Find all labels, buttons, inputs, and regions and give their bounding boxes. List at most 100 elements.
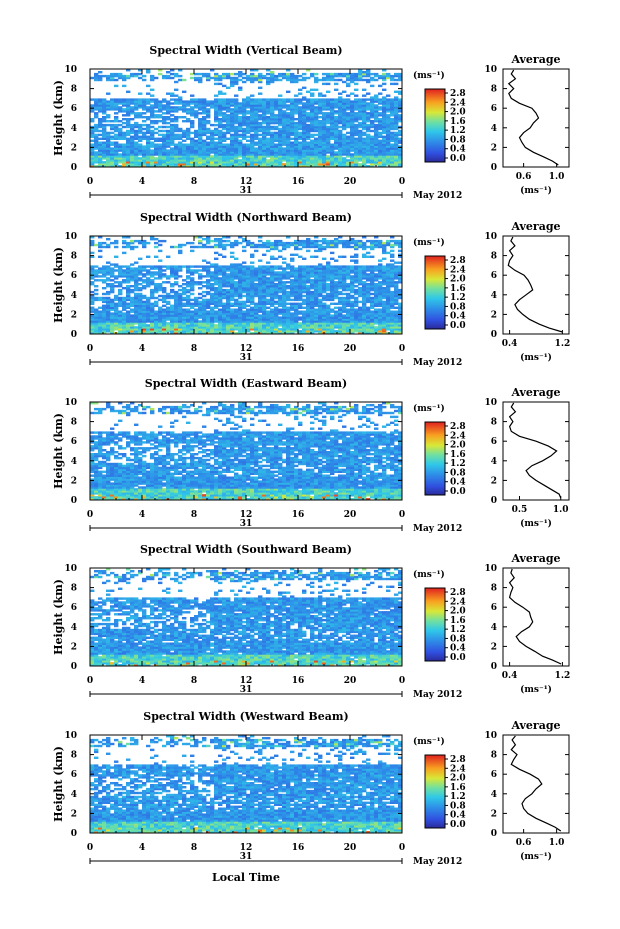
profile-x-tick-label: 0.4: [502, 339, 518, 349]
colorbar-tick-label: 2.0: [450, 275, 466, 285]
colorbar-tick-label: 2.0: [450, 441, 466, 451]
panel-title: Spectral Width (Southward Beam): [140, 543, 352, 556]
colorbar-tick-label: 2.8: [450, 755, 466, 765]
profile-y-tick-label: 0: [491, 496, 497, 506]
colorbar-tick-label: 2.8: [450, 422, 466, 432]
panel-3: Spectral Width (Eastward Beam) 0 2 4 6 8 10 Hei…: [52, 377, 570, 534]
x-tick-label: 20: [344, 676, 357, 686]
panel-5: Spectral Width (Westward Beam) 0 2 4 6 8 10 Hei…: [52, 710, 570, 884]
y-tick-label: 2: [71, 310, 77, 320]
heatmap-field: [90, 236, 403, 335]
profile-x-tick-label: 0.4: [502, 671, 518, 681]
profile-average-line: [508, 568, 562, 665]
y-tick-label: 10: [64, 65, 77, 75]
colorbar-unit: (ms⁻¹): [413, 237, 445, 248]
colorbar: [424, 421, 446, 496]
y-tick-label: 10: [64, 564, 77, 574]
x-tick-label: 20: [344, 177, 357, 187]
x-tick-label: 0: [399, 843, 405, 853]
profile-y-tick-label: 2: [491, 476, 497, 486]
colorbar-tick-label: 1.2: [450, 459, 466, 469]
profile-x-tick-label: 1.2: [555, 339, 571, 349]
profile-x-axis-label: (ms⁻¹): [520, 352, 552, 363]
month-label: May 2012: [413, 524, 462, 534]
profile-y-tick-label: 0: [491, 662, 497, 672]
day-label: 31: [240, 186, 253, 196]
x-tick-label: 0: [87, 843, 93, 853]
x-tick-label: 12: [240, 843, 253, 853]
x-axis-label: Local Time: [212, 871, 280, 884]
colorbar-tick-label: 2.0: [450, 774, 466, 784]
colorbar-tick-label: 0.4: [450, 312, 466, 322]
y-tick-label: 10: [64, 398, 77, 408]
day-label: 31: [240, 519, 253, 529]
colorbar-tick-label: 1.2: [450, 293, 466, 303]
profile-x-tick-label: 0.6: [516, 838, 532, 848]
profile-frame: [502, 401, 570, 501]
profile-y-tick-label: 10: [484, 564, 497, 574]
panel-title: Spectral Width (Northward Beam): [140, 211, 352, 224]
profile-y-tick-label: 4: [491, 790, 497, 800]
profile-title: Average: [510, 719, 560, 732]
colorbar-tick-label: 1.2: [450, 126, 466, 136]
colorbar-tick-label: 0.0: [450, 154, 466, 164]
y-tick-label: 0: [71, 829, 77, 839]
profile-x-tick-label: 0.5: [512, 505, 528, 515]
colorbar-tick-label: 2.4: [450, 597, 466, 607]
profile-average-line: [510, 735, 562, 832]
x-tick-label: 4: [139, 676, 145, 686]
colorbar-unit: (ms⁻¹): [413, 569, 445, 580]
colorbar-tick-label: 1.6: [450, 284, 466, 294]
profile-y-tick-label: 8: [491, 252, 497, 262]
profile-y-tick-label: 2: [491, 809, 497, 819]
month-label: May 2012: [413, 857, 462, 867]
x-tick-label: 8: [191, 344, 197, 354]
colorbar-tick-label: 2.8: [450, 588, 466, 598]
panel-title: Spectral Width (Vertical Beam): [149, 44, 342, 57]
colorbar-unit: (ms⁻¹): [413, 403, 445, 414]
profile-average-line: [507, 236, 563, 333]
heatmap-field: [90, 735, 403, 834]
y-tick-label: 4: [71, 291, 77, 301]
y-tick-label: 8: [71, 751, 77, 761]
profile-x-axis-label: (ms⁻¹): [520, 518, 552, 529]
heatmap-field: [90, 568, 403, 667]
month-label: May 2012: [413, 358, 462, 368]
y-axis-label: Height (km): [52, 80, 65, 156]
y-tick-label: 4: [71, 790, 77, 800]
colorbar-tick-label: 1.2: [450, 625, 466, 635]
profile-x-axis-label: (ms⁻¹): [520, 684, 552, 695]
profile-y-tick-label: 4: [491, 124, 497, 134]
x-tick-label: 16: [292, 177, 305, 187]
profile-y-tick-label: 0: [491, 829, 497, 839]
profile-y-tick-label: 6: [491, 271, 497, 281]
colorbar: [424, 88, 446, 163]
y-tick-label: 6: [71, 770, 77, 780]
colorbar-tick-label: 2.8: [450, 256, 466, 266]
y-tick-label: 8: [71, 584, 77, 594]
month-label: May 2012: [413, 191, 462, 201]
profile-y-tick-label: 8: [491, 85, 497, 95]
profile-title: Average: [510, 552, 560, 565]
y-axis-label: Height (km): [52, 247, 65, 323]
profile-y-tick-label: 8: [491, 584, 497, 594]
x-tick-label: 0: [399, 177, 405, 187]
profile-x-tick-label: 1.0: [549, 172, 565, 182]
x-tick-label: 12: [240, 177, 253, 187]
profile-frame: [502, 567, 570, 667]
x-tick-label: 0: [399, 676, 405, 686]
x-tick-label: 8: [191, 843, 197, 853]
profile-y-tick-label: 4: [491, 291, 497, 301]
x-tick-label: 8: [191, 510, 197, 520]
x-tick-label: 0: [87, 344, 93, 354]
x-tick-label: 20: [344, 843, 357, 853]
colorbar-tick-label: 2.4: [450, 265, 466, 275]
profile-y-tick-label: 8: [491, 418, 497, 428]
x-tick-label: 0: [399, 344, 405, 354]
profile-y-tick-label: 4: [491, 457, 497, 467]
profile-title: Average: [510, 386, 560, 399]
x-tick-label: 20: [344, 344, 357, 354]
y-axis-label: Height (km): [52, 579, 65, 655]
profile-title: Average: [510, 53, 560, 66]
profile-frame: [502, 734, 570, 834]
